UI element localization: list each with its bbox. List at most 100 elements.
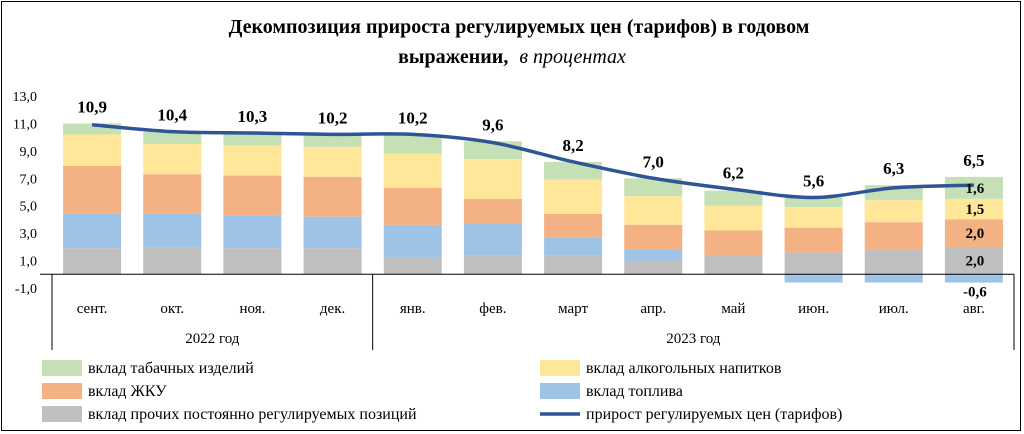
bar-segment bbox=[463, 255, 522, 275]
bar-segment bbox=[944, 274, 1003, 283]
legend-label: вклад прочих постоянно регулируемых пози… bbox=[88, 406, 417, 423]
bar-segment bbox=[784, 252, 843, 275]
bar-segment bbox=[784, 197, 843, 208]
bar-segment bbox=[143, 213, 202, 247]
bar-segment bbox=[544, 237, 603, 256]
bar-segment bbox=[223, 145, 282, 176]
y-tick-label: 5,0 bbox=[20, 200, 38, 215]
total-value-label: 5,6 bbox=[803, 171, 824, 190]
group-label: 2023 год bbox=[666, 331, 721, 347]
bar-segment bbox=[864, 200, 923, 223]
bar-segment bbox=[624, 196, 683, 225]
legend-label: вклад алкогольных напитков bbox=[586, 360, 782, 377]
bar-segment bbox=[63, 123, 122, 135]
y-tick-label: 13,0 bbox=[13, 90, 38, 105]
bar-segment bbox=[143, 144, 202, 175]
x-tick-label: окт. bbox=[160, 301, 184, 317]
legend: вклад табачных изделий вклад алкогольных … bbox=[42, 360, 842, 423]
bar-segment bbox=[624, 224, 683, 250]
total-value-label: 10,2 bbox=[318, 108, 348, 127]
segment-value-label: 2,0 bbox=[966, 226, 985, 242]
bar-segment bbox=[303, 248, 362, 275]
total-value-label: 8,2 bbox=[562, 136, 583, 155]
bar-segment bbox=[544, 213, 603, 238]
bar-segment bbox=[704, 205, 763, 231]
x-tick-label: авг. bbox=[963, 301, 985, 317]
total-value-label: 6,3 bbox=[883, 159, 904, 178]
bar-segment bbox=[383, 224, 442, 258]
y-tick-label: -1,0 bbox=[15, 282, 37, 297]
bar-segment bbox=[223, 133, 282, 146]
segment-value-label: 1,5 bbox=[966, 202, 985, 218]
y-tick-label: 11,0 bbox=[13, 117, 37, 132]
bar-segment bbox=[624, 260, 683, 275]
trend-line bbox=[91, 123, 974, 200]
y-tick-label: 1,0 bbox=[20, 255, 38, 270]
bar-segment bbox=[303, 176, 362, 217]
bar-segment bbox=[383, 153, 442, 188]
bar-segment bbox=[704, 230, 763, 256]
x-tick-label: апр. bbox=[640, 301, 666, 317]
bar-segment bbox=[864, 222, 923, 250]
bar-segment bbox=[944, 219, 1003, 247]
bar-segment bbox=[704, 255, 763, 275]
bar-segment bbox=[624, 178, 683, 197]
x-tick-label: май bbox=[721, 301, 745, 317]
chart-title-unit: в процентах bbox=[519, 46, 626, 68]
total-value-label: 6,5 bbox=[963, 151, 984, 170]
total-value-label: 10,2 bbox=[398, 108, 428, 127]
bar-segment bbox=[223, 175, 282, 216]
legend-label: прирост регулируемых цен (тарифов) bbox=[586, 406, 842, 423]
bar-segment bbox=[143, 131, 202, 144]
bar-segment bbox=[63, 165, 122, 214]
chart-title-line2-bold: выражении, bbox=[398, 46, 508, 68]
bar-segment bbox=[303, 146, 362, 177]
bar-segment bbox=[223, 248, 282, 275]
legend-swatch bbox=[42, 406, 82, 422]
legend-swatch bbox=[540, 383, 580, 399]
legend-swatch bbox=[42, 360, 82, 376]
bar-segment bbox=[463, 159, 522, 199]
bar-segment bbox=[944, 176, 1003, 199]
bar-segment bbox=[944, 246, 1003, 275]
total-value-label: 6,2 bbox=[723, 163, 744, 182]
y-tick-label: 3,0 bbox=[20, 227, 38, 242]
x-tick-label: март bbox=[558, 301, 588, 317]
bar-segment bbox=[383, 187, 442, 225]
total-value-label: 7,0 bbox=[643, 152, 664, 171]
y-tick-label: 7,0 bbox=[20, 172, 38, 187]
y-tick-label: 9,0 bbox=[20, 145, 38, 160]
legend-label: вклад топлива bbox=[586, 383, 683, 400]
bar-segment bbox=[784, 227, 843, 253]
total-value-label: 9,6 bbox=[482, 115, 503, 134]
x-tick-label: фев. bbox=[479, 301, 506, 317]
bar-segment bbox=[544, 179, 603, 214]
x-tick-label: сент. bbox=[77, 301, 108, 317]
segment-value-label: -0,6 bbox=[963, 285, 987, 301]
bar-segment bbox=[944, 198, 1003, 220]
x-tick-label: июн. bbox=[798, 301, 829, 317]
legend-swatch bbox=[540, 360, 580, 376]
x-tick-label: июл. bbox=[879, 301, 909, 317]
segment-value-label: 1,6 bbox=[966, 181, 985, 197]
bar-segment bbox=[383, 134, 442, 154]
chart-title: Декомпозиция прироста регулируемых цен (… bbox=[229, 16, 810, 38]
bar-segment bbox=[63, 213, 122, 249]
bar-segment bbox=[784, 274, 843, 283]
group-label: 2022 год bbox=[185, 331, 240, 347]
legend-swatch bbox=[42, 383, 82, 399]
legend-label: вклад ЖКУ bbox=[88, 383, 167, 400]
bar-segment bbox=[544, 255, 603, 275]
x-tick-label: янв. bbox=[400, 301, 426, 317]
bar-segment bbox=[143, 174, 202, 214]
chart-title-line2: выражении, в процентах bbox=[398, 46, 626, 68]
plot-area: 13,0 11,0 9,0 7,0 5,0 3,0 1,0 -1,0 2022 год 2023 … bbox=[13, 90, 1015, 350]
bar-segment bbox=[63, 134, 122, 166]
bar-segment bbox=[143, 246, 202, 275]
bar-segment bbox=[63, 248, 122, 275]
bar-segment bbox=[784, 207, 843, 228]
legend-label: вклад табачных изделий bbox=[88, 360, 254, 377]
total-value-label: 10,4 bbox=[157, 106, 187, 125]
